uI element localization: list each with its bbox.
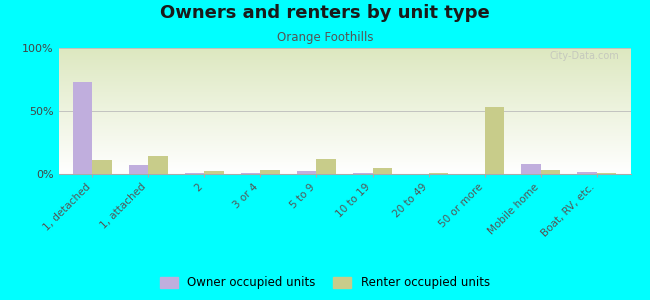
Text: City-Data.com: City-Data.com xyxy=(549,50,619,61)
Bar xyxy=(597,173,616,174)
Bar xyxy=(353,173,372,174)
Text: Orange Foothills: Orange Foothills xyxy=(277,32,373,44)
Bar xyxy=(541,170,560,174)
Legend: Owner occupied units, Renter occupied units: Owner occupied units, Renter occupied un… xyxy=(155,272,495,294)
Bar xyxy=(204,172,224,174)
Bar xyxy=(73,82,92,174)
Bar xyxy=(185,173,204,174)
Bar xyxy=(92,160,112,174)
Bar xyxy=(428,173,448,174)
Bar xyxy=(297,172,317,174)
Bar xyxy=(485,107,504,174)
Bar xyxy=(148,156,168,174)
Bar xyxy=(372,168,392,174)
Bar xyxy=(577,172,597,174)
Text: Owners and renters by unit type: Owners and renters by unit type xyxy=(160,4,490,22)
Bar xyxy=(129,165,148,174)
Bar xyxy=(240,173,261,174)
Bar xyxy=(261,169,280,174)
Bar xyxy=(521,164,541,174)
Bar xyxy=(317,159,336,174)
